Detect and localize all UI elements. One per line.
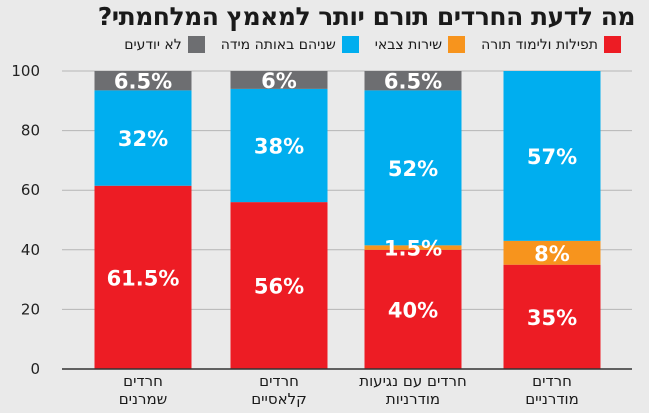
bar-segment-1-3 bbox=[230, 71, 328, 89]
bar-segment-1-2 bbox=[230, 88, 328, 203]
legend-item-both: שניהם באותה מידה bbox=[221, 36, 359, 53]
y-tick-label-100: 100 bbox=[11, 62, 40, 80]
bar-value-label-3-2: 57% bbox=[527, 145, 577, 169]
bar-value-label-2-3: 6.5% bbox=[384, 70, 442, 94]
x-category-label-1-0: חרדים bbox=[259, 372, 299, 390]
legend-item-prayer: תפילות ולימוד תורה bbox=[481, 36, 621, 53]
y-tick-label-40: 40 bbox=[21, 241, 40, 259]
bar-value-label-1-3: 6% bbox=[261, 69, 297, 93]
x-category-label-3-1: מודרניים bbox=[525, 390, 579, 408]
y-axis-ticks: 0 20 40 60 80 100 bbox=[11, 62, 40, 378]
bars bbox=[94, 71, 601, 369]
x-category-label-0-1: שמרנים bbox=[119, 390, 168, 408]
chart-title: מה לדעת החרדים תורם יותר למאמץ המלחמתי? bbox=[97, 2, 636, 31]
x-category-label-1-1: קלאסיים bbox=[251, 390, 307, 408]
x-category-label-2-0: חרדים עם נגיעות bbox=[359, 372, 467, 390]
legend-swatch-dont-know bbox=[187, 36, 205, 53]
bar-value-label-1-2: 38% bbox=[254, 135, 304, 159]
y-tick-label-0: 0 bbox=[30, 360, 40, 378]
legend-label-both: שניהם באותה מידה bbox=[220, 36, 336, 53]
bar-labels: 61.5% 32% 6.5% 56% 38% 6% 40% 1.5% 52% 6.5% 35% 8% 5… bbox=[107, 69, 578, 330]
bar-value-label-1-0: 56% bbox=[254, 275, 304, 299]
y-tick-label-80: 80 bbox=[21, 122, 40, 140]
legend-swatch-both bbox=[341, 36, 359, 53]
y-tick-label-20: 20 bbox=[21, 300, 40, 318]
bar-segment-0-0 bbox=[94, 185, 192, 369]
bar-segment-1-0 bbox=[230, 202, 328, 369]
legend-label-military: שירות צבאי bbox=[374, 36, 443, 53]
bar-value-label-0-2: 32% bbox=[118, 127, 168, 151]
legend-label-dont-know: לא יודעים bbox=[124, 36, 182, 53]
legend-swatch-military bbox=[448, 36, 466, 53]
legend-item-dont-know: לא יודעים bbox=[124, 36, 205, 53]
x-category-label-0-0: חרדים bbox=[123, 372, 163, 390]
bar-segment-2-1 bbox=[364, 245, 462, 250]
bar-value-label-2-0: 40% bbox=[388, 298, 438, 322]
bar-value-label-2-1: 1.5% bbox=[384, 237, 442, 261]
x-category-label-2-1: מודרניות bbox=[386, 390, 440, 408]
bar-segment-2-0 bbox=[364, 249, 462, 369]
legend: תפילות ולימוד תורה שירות צבאי שניהם באות… bbox=[8, 36, 621, 53]
bar-segment-2-2 bbox=[364, 90, 462, 246]
bar-segment-3-1 bbox=[503, 240, 601, 265]
bar-segment-3-2 bbox=[503, 71, 601, 241]
bar-segment-2-3 bbox=[364, 71, 462, 91]
bar-value-label-0-0: 61.5% bbox=[107, 266, 180, 290]
legend-label-prayer: תפילות ולימוד תורה bbox=[481, 36, 598, 53]
x-category-label-3-0: חרדים bbox=[532, 372, 572, 390]
bar-segment-0-3 bbox=[94, 71, 192, 91]
legend-item-military: שירות צבאי bbox=[374, 36, 466, 53]
legend-swatch-prayer bbox=[604, 36, 621, 53]
bar-value-label-2-2: 52% bbox=[388, 157, 438, 181]
bar-value-label-0-3: 6.5% bbox=[114, 70, 172, 94]
bar-value-label-3-0: 35% bbox=[527, 306, 577, 330]
bar-segment-0-2 bbox=[94, 90, 192, 186]
bar-value-label-3-1: 8% bbox=[534, 242, 570, 266]
y-tick-label-60: 60 bbox=[21, 181, 40, 199]
bar-segment-3-0 bbox=[503, 264, 601, 369]
